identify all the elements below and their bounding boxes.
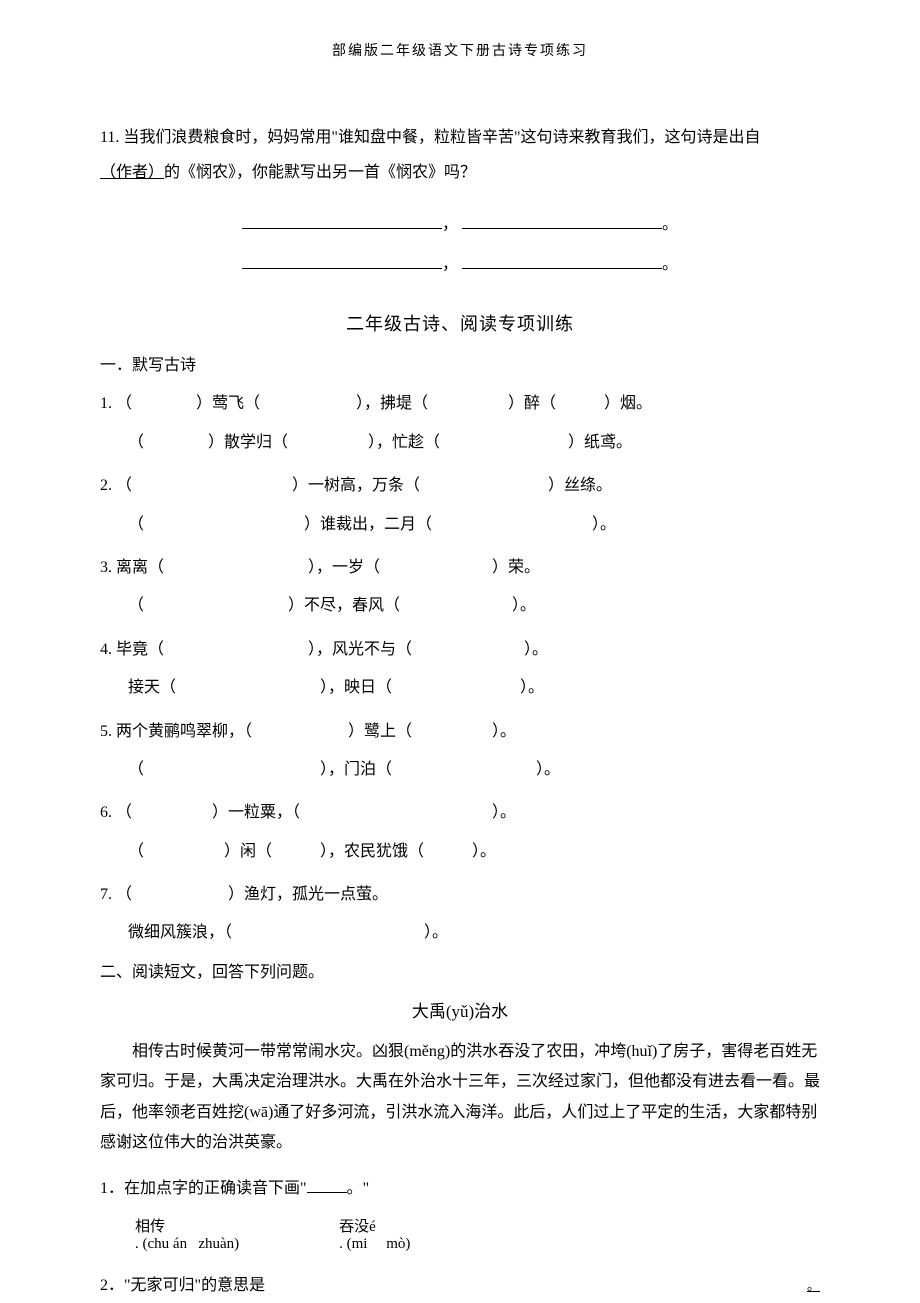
ex3-line1: 离离（ ），一岁（ ）荣。	[116, 559, 540, 576]
blank-4	[462, 251, 662, 269]
blank-3	[242, 251, 442, 269]
pinyin-group-1: 相传 . (chu án zhuàn)	[135, 1215, 239, 1253]
answer-blanks: ， 。 ， 。	[100, 205, 820, 285]
blank-2	[462, 211, 662, 229]
ex2-line2: （ ）谁裁出，二月（ ）。	[100, 516, 616, 533]
pinyin-dot2: .	[339, 1236, 343, 1252]
q11-number: 11.	[100, 129, 119, 146]
q11-author: （作者）	[100, 164, 164, 181]
ex3-line2: （ ）不尽，春风（ ）。	[100, 597, 536, 614]
ex1-line2: （ ）散学归（ ），忙趁（ ）纸鸢。	[100, 434, 632, 451]
ex1-line1: （ ）莺飞（ ），拂堤（ ）醉（ ）烟。	[116, 395, 652, 412]
rq2-num: 2．	[100, 1277, 124, 1294]
story-text: 相传古时候黄河一带常常闹水灾。凶狠(měng)的洪水吞没了农田，冲垮(huǐ)了…	[100, 1037, 820, 1159]
pinyin1a: (chu	[143, 1236, 170, 1252]
pinyin-options: 相传 . (chu án zhuàn) 吞没é . (mi mò)	[100, 1215, 820, 1253]
ex5-line2: （ ），门泊（ ）。	[100, 761, 560, 778]
ex2-line1: （ ）一树高，万条（ ）丝绦。	[116, 477, 612, 494]
q11-text1: 当我们浪费粮食时，妈妈常用"谁知盘中餐，粒粒皆辛苦"这句诗来教育我们，这句诗是出…	[123, 129, 760, 146]
subsection-2-title: 二、阅读短文，回答下列问题。	[100, 958, 820, 982]
sep-comma-1: ，	[442, 216, 458, 233]
exercise-6: 6. （ ）一粒粟，（ ）。 （ ）闲（ ），农民犹饿（ ）。	[100, 794, 820, 871]
ex7-line1: （ ）渔灯，孤光一点萤。	[116, 886, 388, 903]
rq2-text: "无家可归"的意思是	[124, 1277, 265, 1294]
exercise-list: 1. （ ）莺飞（ ），拂堤（ ）醉（ ）烟。 （ ）散学归（ ），忙趁（ ）纸…	[100, 385, 820, 952]
rq1-blank	[307, 1177, 347, 1193]
exercise-5: 5. 两个黄鹂鸣翠柳，（ ）鹭上（ ）。 （ ），门泊（ ）。	[100, 713, 820, 790]
blank-1	[242, 211, 442, 229]
pinyin-word1: 相传	[135, 1219, 165, 1235]
sep-period-1: 。	[662, 216, 678, 233]
exercise-1: 1. （ ）莺飞（ ），拂堤（ ）醉（ ）烟。 （ ）散学归（ ），忙趁（ ）纸…	[100, 385, 820, 462]
rq1-end: 。"	[347, 1180, 370, 1197]
rq1-num: 1．	[100, 1180, 124, 1197]
pinyin-group-2: 吞没é . (mi mò)	[339, 1215, 410, 1253]
pinyin2a: (mi	[347, 1236, 368, 1252]
ex7-num: 7.	[100, 886, 112, 903]
pinyin2b: é	[369, 1219, 376, 1235]
ex6-num: 6.	[100, 804, 112, 821]
ex4-line1: 毕竟（ ），风光不与（ ）。	[116, 641, 548, 658]
exercise-4: 4. 毕竟（ ），风光不与（ ）。 接天（ ），映日（ ）。	[100, 631, 820, 708]
sep-period-2: 。	[662, 256, 678, 273]
ex6-line2: （ ）闲（ ），农民犹饿（ ）。	[100, 843, 496, 860]
pinyin-word2: 吞没	[339, 1219, 369, 1235]
question-11: 11. 当我们浪费粮食时，妈妈常用"谁知盘中餐，粒粒皆辛苦"这句诗来教育我们，这…	[100, 120, 820, 190]
section-title: 二年级古诗、阅读专项训练	[100, 310, 820, 336]
exercise-3: 3. 离离（ ），一岁（ ）荣。 （ ）不尽，春风（ ）。	[100, 549, 820, 626]
ex7-line2: 微细风簇浪，（ ）。	[100, 924, 448, 941]
ex5-num: 5.	[100, 723, 112, 740]
ex3-num: 3.	[100, 559, 112, 576]
ex1-num: 1.	[100, 395, 112, 412]
exercise-7: 7. （ ）渔灯，孤光一点萤。 微细风簇浪，（ ）。	[100, 876, 820, 953]
rq2-left: 2．"无家可归"的意思是	[100, 1271, 265, 1295]
pinyin2c: mò)	[386, 1236, 410, 1252]
subsection-1-title: 一．默写古诗	[100, 351, 820, 375]
reading-question-1: 1．在加点字的正确读音下画" 。"	[100, 1173, 820, 1205]
sep-comma-2: ，	[442, 256, 458, 273]
rq2-end: 。	[807, 1275, 820, 1294]
exercise-2: 2. （ ）一树高，万条（ ）丝绦。 （ ）谁裁出，二月（ ）。	[100, 467, 820, 544]
rq1-text: 在加点字的正确读音下画"	[124, 1180, 307, 1197]
ex2-num: 2.	[100, 477, 112, 494]
page-header: 部编版二年级语文下册古诗专项练习	[100, 40, 820, 60]
pinyin-dot1: .	[135, 1236, 139, 1252]
ex5-line1: 两个黄鹂鸣翠柳，（ ）鹭上（ ）。	[116, 723, 516, 740]
reading-question-2: 2．"无家可归"的意思是 。	[100, 1271, 820, 1295]
q11-text2: 的《悯农》，你能默写出另一首《悯农》吗？	[164, 164, 476, 181]
story-title: 大禹(yǔ)治水	[100, 997, 820, 1022]
pinyin1c: zhuàn)	[198, 1236, 239, 1252]
ex4-num: 4.	[100, 641, 112, 658]
ex6-line1: （ ）一粒粟，（ ）。	[116, 804, 516, 821]
pinyin1b: án	[173, 1236, 187, 1252]
ex4-line2: 接天（ ），映日（ ）。	[100, 679, 544, 696]
